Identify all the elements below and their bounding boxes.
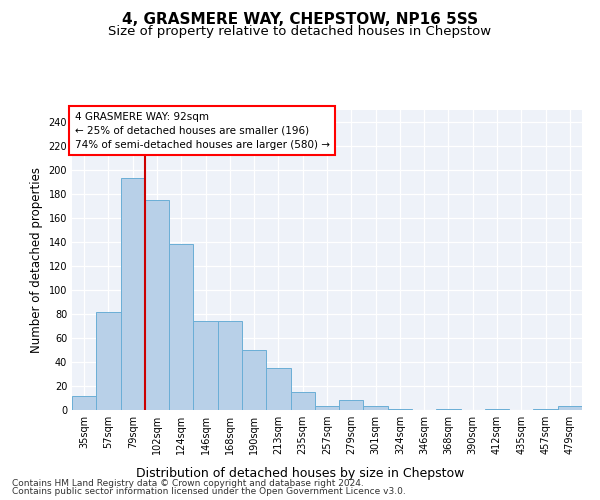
Text: Size of property relative to detached houses in Chepstow: Size of property relative to detached ho… (109, 25, 491, 38)
Bar (145, 200, 169, 410)
Text: 4, GRASMERE WAY, CHEPSTOW, NP16 5SS: 4, GRASMERE WAY, CHEPSTOW, NP16 5SS (122, 12, 478, 28)
Y-axis label: Number of detached properties: Number of detached properties (30, 167, 43, 353)
Bar (364, 406, 388, 410)
Bar (96, 312, 121, 410)
Bar (339, 400, 364, 410)
Bar (193, 321, 218, 410)
Bar (242, 350, 266, 410)
Bar (436, 409, 461, 410)
Bar (558, 406, 582, 410)
Bar (315, 406, 339, 410)
Text: 4 GRASMERE WAY: 92sqm
← 25% of detached houses are smaller (196)
74% of semi-det: 4 GRASMERE WAY: 92sqm ← 25% of detached … (74, 112, 329, 150)
Bar (218, 321, 242, 410)
Bar (121, 178, 145, 410)
Bar (388, 409, 412, 410)
Bar (533, 409, 558, 410)
Text: Contains public sector information licensed under the Open Government Licence v3: Contains public sector information licen… (12, 487, 406, 496)
Bar (290, 392, 315, 410)
Bar (485, 409, 509, 410)
Bar (169, 244, 193, 410)
Text: Contains HM Land Registry data © Crown copyright and database right 2024.: Contains HM Land Registry data © Crown c… (12, 478, 364, 488)
Text: Distribution of detached houses by size in Chepstow: Distribution of detached houses by size … (136, 468, 464, 480)
Bar (72, 396, 96, 410)
Bar (266, 368, 290, 410)
